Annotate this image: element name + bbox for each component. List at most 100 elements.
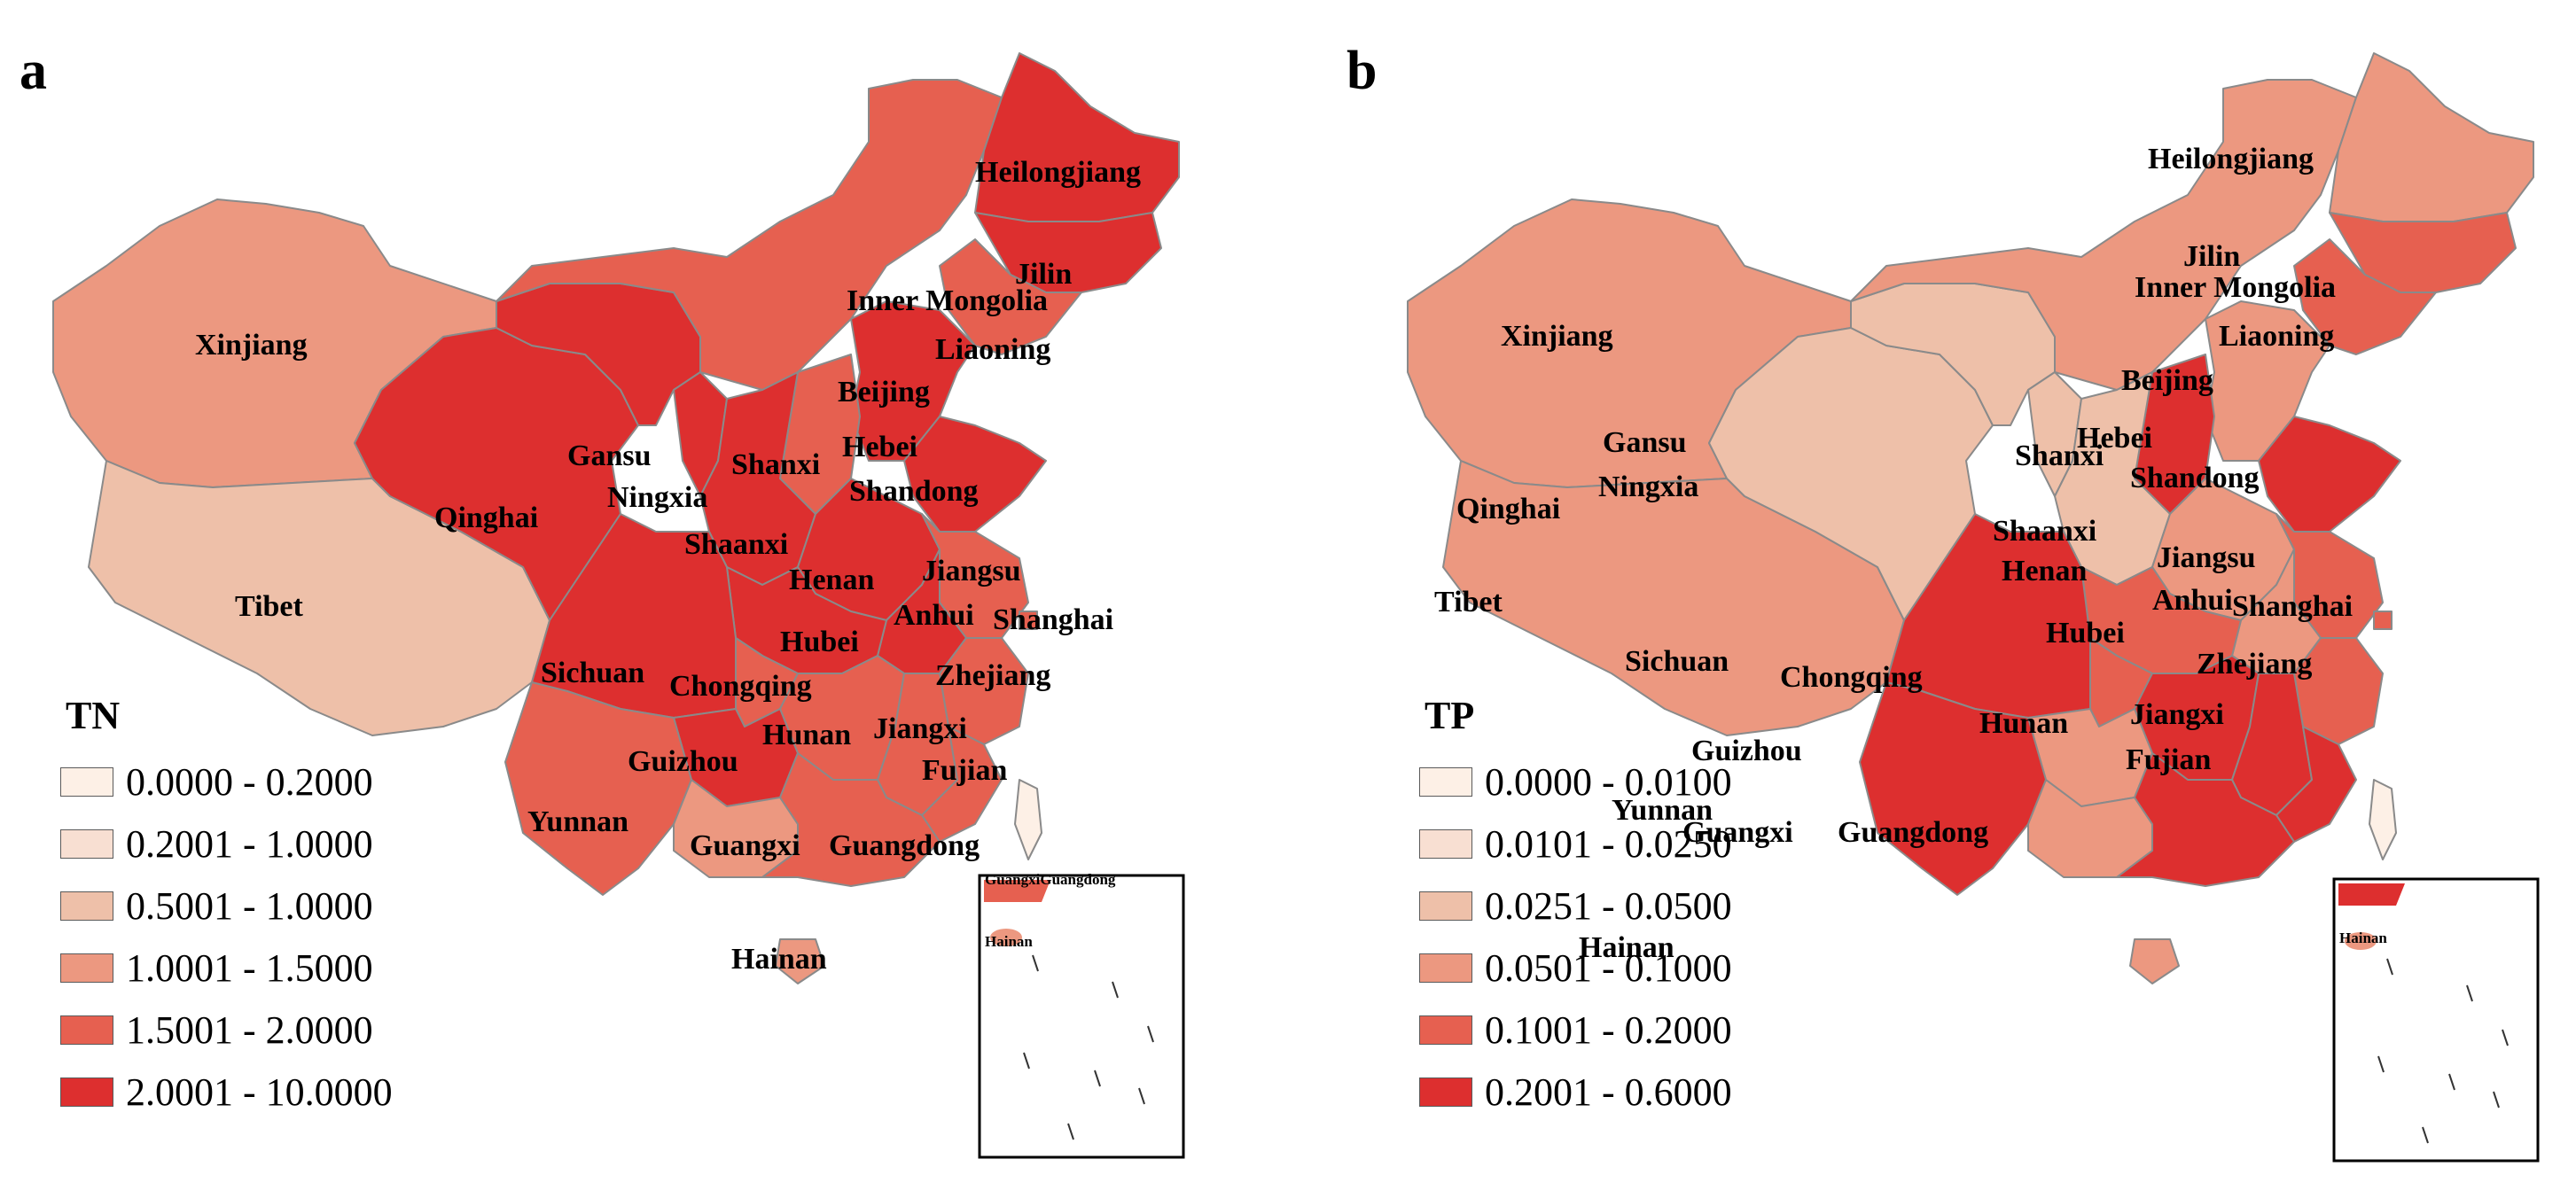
province-label-shanghai: Shanghai [2232, 590, 2353, 623]
legend-label: 0.2001 - 1.0000 [126, 821, 373, 866]
nine-dash-line-segment [1067, 1123, 1074, 1140]
legend-row: 0.2001 - 0.6000 [1419, 1061, 1732, 1123]
nine-dash-line-segment [2422, 1126, 2429, 1144]
legend-label: 0.0000 - 0.0100 [1485, 759, 1732, 804]
legend-row: 1.5001 - 2.0000 [60, 999, 393, 1061]
legend-row: 0.0000 - 0.2000 [60, 751, 393, 813]
province-label-tibet: Tibet [235, 590, 304, 623]
inset-coast [984, 880, 1050, 902]
province-label-inner-mongolia: Inner Mongolia [2135, 271, 2336, 304]
inset-label: Hainan [2339, 930, 2387, 946]
nine-dash-line-segment [2377, 1055, 2385, 1073]
nine-dash-line-segment [2466, 984, 2473, 1002]
province-label-anhui: Anhui [2152, 584, 2233, 617]
province-shanghai [2373, 611, 2393, 630]
inset-hainan [2345, 932, 2377, 950]
province-label-guangdong: Guangdong [1838, 816, 1988, 849]
legend-label: 0.0251 - 0.0500 [1485, 883, 1732, 928]
province-label-ningxia: Ningxia [1598, 471, 1698, 503]
province-label-sichuan: Sichuan [1625, 645, 1729, 678]
province-label-hebei: Hebei [842, 431, 917, 463]
legend-row: 0.0251 - 0.0500 [1419, 875, 1732, 937]
legend-title: TN [66, 694, 121, 737]
legend-tn: TN 0.0000 - 0.2000 0.2001 - 1.0000 0.5001 … [60, 693, 393, 1123]
legend-label: 0.0501 - 0.1000 [1485, 945, 1732, 990]
province-label-beijing: Beijing [2121, 364, 2213, 397]
panel-letter: b [1347, 41, 1378, 101]
province-label-jilin: Jilin [2183, 240, 2240, 273]
province-heilongjiang [974, 52, 1180, 222]
legend-label: 2.0001 - 10.0000 [126, 1070, 393, 1114]
province-taiwan [2369, 779, 2397, 860]
legend-label: 1.0001 - 1.5000 [126, 945, 373, 990]
province-label-qinghai: Qinghai [1456, 493, 1560, 525]
inset-label: Hainan [985, 933, 1033, 950]
province-label-sichuan: Sichuan [541, 657, 644, 689]
province-label-shaanxi: Shaanxi [1993, 515, 2096, 548]
legend-swatch [60, 953, 113, 983]
province-label-jilin: Jilin [1015, 258, 1072, 291]
province-label-shanghai: Shanghai [993, 603, 1113, 636]
legend-row: 0.0000 - 0.0100 [1419, 751, 1732, 813]
legend-swatch [60, 1077, 113, 1107]
province-label-shandong: Shandong [2130, 462, 2260, 494]
province-yunnan [1859, 681, 2047, 896]
nine-dash-line-segment [1094, 1070, 1101, 1087]
province-label-henan: Henan [2002, 555, 2087, 587]
legend-row: 0.5001 - 1.0000 [60, 875, 393, 937]
legend-swatch [1419, 766, 1472, 797]
legend-row: 0.0101 - 0.0250 [1419, 813, 1732, 875]
province-guangdong [2116, 752, 2295, 887]
province-liaoning [2293, 238, 2437, 355]
province-shandong [903, 416, 1047, 533]
legend-swatch [60, 1015, 113, 1045]
province-label-shaanxi: Shaanxi [684, 528, 788, 561]
legend-label: 0.5001 - 1.0000 [126, 883, 373, 928]
legend-tp: TP 0.0000 - 0.0100 0.0101 - 0.0250 0.0251 … [1419, 693, 1732, 1123]
province-label-yunnan: Yunnan [527, 805, 628, 838]
nine-dash-line-segment [2386, 958, 2393, 976]
province-label-hebei: Hebei [2077, 422, 2152, 455]
province-label-liaoning: Liaoning [935, 333, 1050, 366]
province-label-anhui: Anhui [894, 599, 974, 632]
legend-label: 0.1001 - 0.2000 [1485, 1007, 1732, 1052]
legend-swatch [1419, 828, 1472, 859]
legend-label: 0.2001 - 0.6000 [1485, 1070, 1732, 1114]
map-provinces [52, 52, 1180, 984]
province-label-gansu: Gansu [567, 440, 652, 472]
province-label-fujian: Fujian [922, 754, 1007, 787]
province-hainan [2129, 938, 2180, 984]
province-label-liaoning: Liaoning [2219, 320, 2334, 353]
province-label-henan: Henan [789, 564, 874, 596]
choropleth-map-b: Xinjiang Tibet Qinghai Gansu Inner Mongolia H… [1407, 52, 2540, 1163]
nine-dash-line-segment [1147, 1025, 1154, 1043]
province-hainan [775, 938, 825, 984]
legend-row: 0.2001 - 1.0000 [60, 813, 393, 875]
province-taiwan [1014, 779, 1042, 860]
panel-b: Xinjiang Tibet Qinghai Gansu Inner Mongolia H… [1288, 0, 2576, 1198]
legend-label: 0.0000 - 0.2000 [126, 759, 373, 804]
province-label-heilongjiang: Heilongjiang [2148, 143, 2314, 175]
legend-row: 1.0001 - 1.5000 [60, 937, 393, 999]
province-label-shanxi: Shanxi [731, 448, 820, 481]
legend-rows: 0.0000 - 0.2000 0.2001 - 1.0000 0.5001 - 1… [60, 751, 393, 1123]
legend-rows: 0.0000 - 0.0100 0.0101 - 0.0250 0.0251 - 0… [1419, 751, 1732, 1123]
province-tibet [1442, 460, 1905, 736]
nine-dash-line-segment [1023, 1052, 1030, 1070]
province-label-guizhou: Guizhou [1691, 735, 1802, 767]
inset-hainan [990, 929, 1022, 946]
legend-swatch [60, 828, 113, 859]
province-label-hainan: Hainan [731, 943, 827, 976]
legend-row: 0.0501 - 0.1000 [1419, 937, 1732, 999]
province-label-ningxia: Ningxia [607, 481, 707, 514]
province-label-inner-mongolia: Inner Mongolia [847, 284, 1048, 317]
province-shanghai [1019, 611, 1038, 630]
province-label-jiangxi: Jiangxi [873, 712, 967, 745]
province-label-beijing: Beijing [838, 376, 930, 408]
legend-swatch [1419, 1015, 1472, 1045]
province-label-chongqing: Chongqing [669, 670, 812, 703]
province-label-hunan: Hunan [1979, 707, 2068, 740]
nine-dash-line-segment [1138, 1087, 1145, 1105]
province-fujian [921, 726, 1003, 843]
nine-dash-line-segment [2448, 1073, 2455, 1091]
